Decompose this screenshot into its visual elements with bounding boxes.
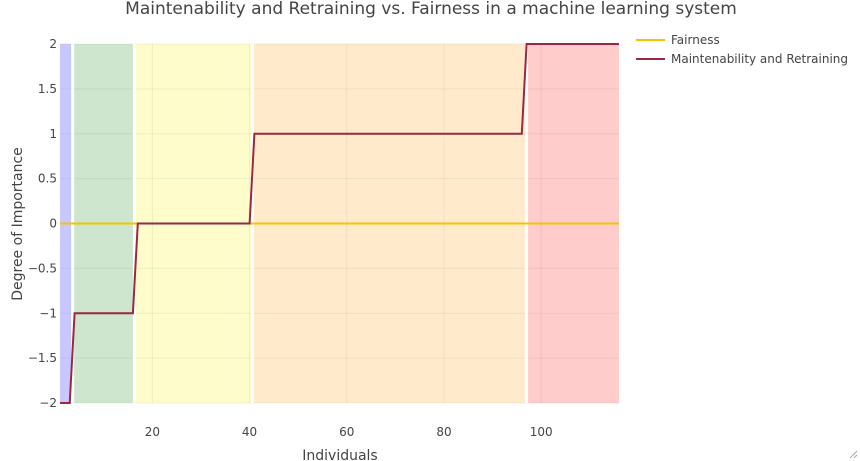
y-tick-label: 0 [49,217,57,231]
y-tick-label: 0.5 [38,172,57,186]
legend[interactable]: Fairness Maintenability and Retraining [636,33,848,66]
y-axis-ticks: 2 1.5 1 0.5 0 −0.5 −1 −1.5 −2 [28,37,57,410]
y-tick-label: −1.5 [28,351,57,365]
y-tick-label: −0.5 [28,261,57,275]
y-tick-label: −2 [39,396,57,410]
x-tick-label: 60 [339,425,354,439]
chart-title: Maintenability and Retraining vs. Fairne… [125,0,737,19]
legend-label[interactable]: Maintenability and Retraining [671,52,848,66]
resize-grip-icon[interactable] [848,449,858,459]
series-line-1[interactable] [60,43,619,404]
y-tick-label: −1 [39,306,57,320]
x-axis-title: Individuals [302,448,377,461]
series-lines[interactable] [60,43,619,404]
x-tick-label: 80 [436,425,451,439]
y-tick-label: 2 [49,37,57,51]
x-tick-label: 40 [242,425,257,439]
y-tick-label: 1 [49,127,57,141]
y-tick-label: 1.5 [38,82,57,96]
y-axis-title: Degree of Importance [10,147,26,301]
x-axis-ticks: 20 40 60 80 100 [145,425,553,439]
legend-label[interactable]: Fairness [671,33,720,47]
x-tick-label: 20 [145,425,160,439]
x-tick-label: 100 [530,425,553,439]
